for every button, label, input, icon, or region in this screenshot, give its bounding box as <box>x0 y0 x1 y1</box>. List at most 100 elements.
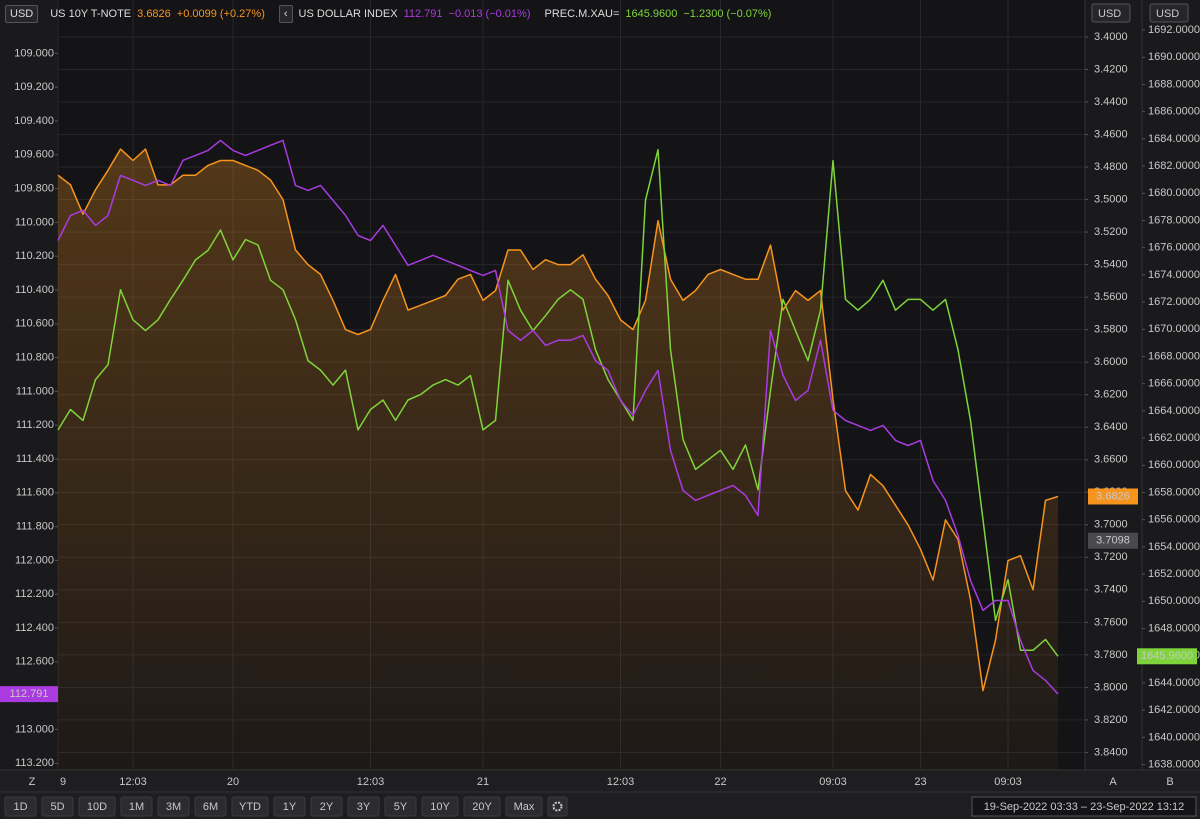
price-tag-bg <box>1137 648 1197 665</box>
legend-price: 1645.9600 <box>625 8 678 20</box>
legend-price: 112.791 <box>403 8 443 20</box>
range-button[interactable] <box>273 796 306 817</box>
range-button[interactable] <box>41 796 74 817</box>
range-button[interactable] <box>463 796 501 817</box>
x-tick-label: 12:03 <box>357 776 385 788</box>
y3-tick-label: 1662.0000 <box>1148 432 1200 444</box>
range-label[interactable]: YTD <box>239 801 261 813</box>
range-button[interactable] <box>194 796 227 817</box>
y2-tick-label: 3.4400 <box>1094 96 1128 108</box>
legend-name: US 10Y T-NOTE <box>50 8 132 20</box>
range-button[interactable] <box>157 796 190 817</box>
currency-select[interactable] <box>1091 3 1131 23</box>
currency-select[interactable]: USD <box>5 5 39 23</box>
y3-currency[interactable]: USD <box>1156 8 1179 20</box>
y-tick-label: 110.600 <box>15 318 54 330</box>
range-label[interactable]: Max <box>514 801 535 813</box>
x-tick-label: 9 <box>60 776 66 788</box>
y2-tick-label: 3.7200 <box>1094 551 1128 563</box>
y3-tick-label: 1686.0000 <box>1148 106 1200 118</box>
range-button[interactable] <box>347 796 380 817</box>
range-label[interactable]: 10Y <box>430 801 450 813</box>
y3-tick-label: 1678.0000 <box>1148 214 1200 226</box>
y3-tick-label: 1692.0000 <box>1148 24 1200 36</box>
legend-change: −1.2300 (−0.07%) <box>683 8 772 20</box>
range-label[interactable]: 1M <box>129 801 144 813</box>
axis-letter[interactable]: Z <box>29 776 36 788</box>
range-label[interactable]: 10D <box>87 801 107 813</box>
range-button[interactable] <box>310 796 343 817</box>
range-button[interactable] <box>505 796 543 817</box>
x-tick-label: 21 <box>477 776 489 788</box>
range-button[interactable] <box>4 796 37 817</box>
range-label[interactable]: 3Y <box>357 801 371 813</box>
range-label[interactable]: 3M <box>166 801 181 813</box>
y-tick-label: 111.200 <box>16 419 54 431</box>
y-tick-label: 111.600 <box>16 487 54 499</box>
y3-tick-label: 1648.0000 <box>1148 622 1200 634</box>
y2-tick-label: 3.7400 <box>1094 584 1128 596</box>
range-label[interactable]: 2Y <box>320 801 334 813</box>
y3-tick-label: 1642.0000 <box>1148 704 1200 716</box>
range-label[interactable]: 1D <box>13 801 27 813</box>
currency-select[interactable] <box>1149 3 1189 23</box>
range-button[interactable] <box>231 796 269 817</box>
y3-tick-label: 1660.0000 <box>1148 459 1200 471</box>
y-tick-label: 112.400 <box>15 622 54 634</box>
y3-tick-label: 1680.0000 <box>1148 187 1200 199</box>
y2-tick-label: 3.8000 <box>1094 681 1128 693</box>
y2-currency[interactable]: USD <box>1098 8 1121 20</box>
y-tick-label: 109.800 <box>14 182 54 194</box>
reference-tag-bg <box>1088 532 1138 549</box>
collapse-button[interactable]: ‹ <box>278 5 293 23</box>
y2-tick-label: 3.7000 <box>1094 519 1128 531</box>
range-label[interactable]: 5D <box>50 801 64 813</box>
y2-tick-label: 3.4800 <box>1094 161 1128 173</box>
settings-button[interactable] <box>547 796 568 817</box>
axis-letter[interactable]: A <box>1109 776 1117 788</box>
y2-tick-label: 3.5200 <box>1094 226 1128 238</box>
y2-tick-label: 3.7800 <box>1094 649 1128 661</box>
y3-tick-label: 1670.0000 <box>1148 323 1200 335</box>
x-tick-label: 09:03 <box>994 776 1022 788</box>
y3-tick-label: 1684.0000 <box>1148 133 1200 145</box>
range-button[interactable] <box>421 796 459 817</box>
y-tick-label: 113.200 <box>15 757 54 769</box>
y-tick-label: 112.600 <box>15 656 54 668</box>
range-label[interactable]: 1Y <box>283 801 297 813</box>
x-tick-label: 09:03 <box>819 776 847 788</box>
price-tag: 112.791 <box>10 688 49 700</box>
date-range[interactable]: 19-Sep-2022 03:33 – 23-Sep-2022 13:12 <box>984 801 1185 813</box>
y-tick-label: 110.200 <box>15 250 54 262</box>
y3-tick-label: 1682.0000 <box>1148 160 1200 172</box>
legend-name: PREC.M.XAU= <box>544 8 620 20</box>
date-range-box[interactable] <box>971 796 1197 817</box>
y-tick-label: 113.000 <box>15 723 54 735</box>
price-tag-bg <box>0 686 58 703</box>
area <box>58 149 1058 771</box>
y2-tick-label: 3.5800 <box>1094 324 1128 336</box>
range-button[interactable] <box>78 796 116 817</box>
x-tick-label: 12:03 <box>607 776 635 788</box>
y3-tick-label: 1676.0000 <box>1148 242 1200 254</box>
series-line <box>57 139 1059 695</box>
range-label[interactable]: 20Y <box>472 801 492 813</box>
y2-tick-label: 3.4200 <box>1094 63 1128 75</box>
series-line <box>57 148 1059 657</box>
y2-tick-label: 3.6000 <box>1094 356 1128 368</box>
range-button[interactable] <box>120 796 153 817</box>
x-tick-label: 23 <box>914 776 926 788</box>
range-label[interactable]: 6M <box>203 801 218 813</box>
series-line <box>57 148 1059 692</box>
legend-bar: USD US 10Y T-NOTE 3.6826 +0.0099 (+0.27%) ‹… <box>0 3 785 25</box>
y3-tick-label: 1674.0000 <box>1148 269 1200 281</box>
axis-letter[interactable]: B <box>1166 776 1173 788</box>
range-label[interactable]: 5Y <box>394 801 408 813</box>
price-tag-bg <box>1088 488 1138 505</box>
y2-tick-label: 3.6400 <box>1094 421 1128 433</box>
range-button[interactable] <box>384 796 417 817</box>
x-tick-label: 12:03 <box>119 776 147 788</box>
y2-tick-label: 3.5000 <box>1094 193 1128 205</box>
